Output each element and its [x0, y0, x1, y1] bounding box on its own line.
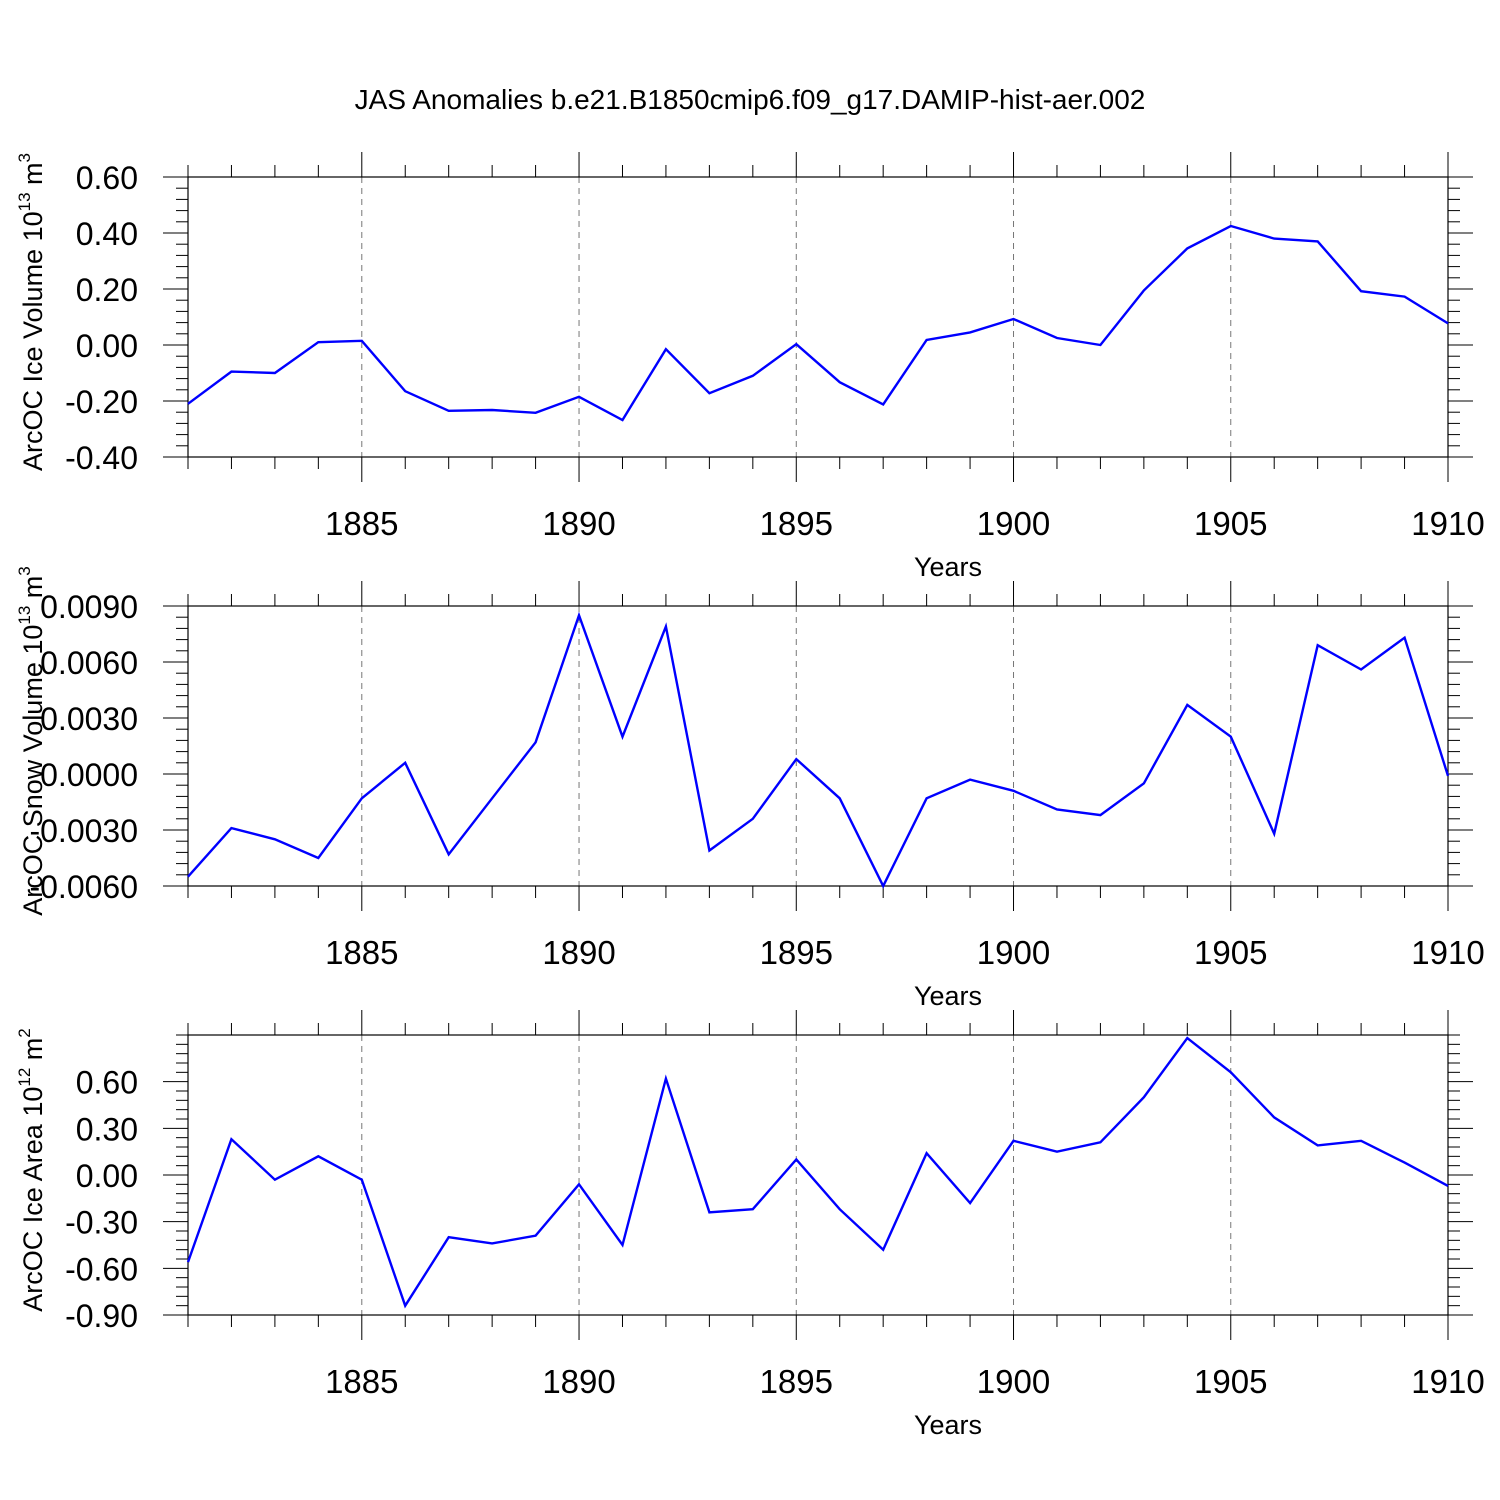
y-axis-title-unit-exponent: 3 [15, 153, 34, 162]
y-tick-label: 0.40 [76, 216, 138, 252]
y-tick-label: 0.0060 [40, 645, 138, 681]
y-tick-label: 0.60 [76, 160, 138, 196]
panel-ice-area: 1885 1890 1895 1900 1905 1910 Years -0.90 -0.60 -… [15, 1010, 1485, 1440]
x-tick-label: 1890 [542, 505, 615, 542]
x-tick-label: 1885 [325, 1363, 398, 1400]
x-tick-label: 1895 [760, 934, 833, 971]
x-tick-label: 1885 [325, 505, 398, 542]
x-tick-label: 1895 [760, 1363, 833, 1400]
y-tick-label: 0.00 [76, 1158, 138, 1194]
x-tick-label: 1900 [977, 1363, 1050, 1400]
y-tick-label: 0.30 [76, 1111, 138, 1147]
plot-frame [187, 176, 1449, 458]
y-tick-label: -0.40 [65, 440, 138, 476]
y-tick-label: -0.30 [65, 1205, 138, 1241]
plot-frame [187, 605, 1449, 887]
x-axis-title: Years [914, 981, 982, 1011]
x-tick-label: 1905 [1194, 934, 1267, 971]
y-axis-title-exponent: 13 [15, 192, 34, 211]
y-axis-title: ArcOC Ice Volume 1013 m3 [15, 153, 48, 471]
y-axis-title-main: ArcOC Ice Volume 10 [18, 211, 48, 471]
x-tick-label: 1910 [1411, 505, 1484, 542]
x-tick-label: 1910 [1411, 934, 1484, 971]
series-line-snow-volume [187, 611, 1450, 889]
y-axis-title-unit: m [18, 1038, 48, 1068]
y-tick-label: 0.0090 [40, 589, 138, 625]
series-line-ice-volume [187, 224, 1449, 422]
x-tick-label: 1900 [977, 505, 1050, 542]
x-tick-label: 1905 [1194, 1363, 1267, 1400]
y-tick-label: -0.60 [65, 1251, 138, 1287]
x-tick-label: 1895 [760, 505, 833, 542]
y-axis-title-main: ArcOC Ice Area 10 [18, 1087, 48, 1312]
y-axis-title-unit-exponent: 3 [15, 566, 34, 575]
y-tick-label: -0.0030 [29, 813, 138, 849]
y-axis-title: ArcOC Snow Volume 1013 m3 [15, 566, 48, 916]
y-axis-title-main: ArcOC Snow Volume 10 [18, 625, 48, 916]
series-line-ice-area [186, 1036, 1449, 1309]
panel-ice-volume: 1885 1890 1895 1900 1905 1910 Years -0.40 -0.20 0… [15, 152, 1485, 582]
y-axis-title-unit: m [18, 576, 48, 606]
x-tick-label: 1910 [1411, 1363, 1484, 1400]
x-axis-title: Years [914, 1410, 982, 1440]
x-tick-label: 1905 [1194, 505, 1267, 542]
x-tick-label: 1900 [977, 934, 1050, 971]
x-tick-label: 1890 [542, 934, 615, 971]
y-axis-title-unit-exponent: 2 [15, 1028, 34, 1037]
y-axis-title: ArcOC Ice Area 1012 m2 [15, 1028, 48, 1312]
panel-snow-volume: 1885 1890 1895 1900 1905 1910 Years -0.0060 -0.0… [15, 566, 1485, 1011]
x-tick-label: 1885 [325, 934, 398, 971]
x-tick-label: 1890 [542, 1363, 615, 1400]
y-tick-label: 0.60 [76, 1065, 138, 1101]
y-tick-label: 0.00 [76, 328, 138, 364]
chart-title: JAS Anomalies b.e21.B1850cmip6.f09_g17.D… [355, 84, 1146, 115]
y-tick-label: -0.20 [65, 384, 138, 420]
y-axis-title-exponent: 12 [15, 1068, 34, 1087]
y-tick-label: 0.0030 [40, 701, 138, 737]
y-axis-title-unit: m [18, 162, 48, 192]
y-tick-label: -0.0060 [29, 869, 138, 905]
y-tick-label: 0.0000 [40, 757, 138, 793]
y-tick-label: -0.90 [65, 1298, 138, 1334]
y-tick-label: 0.20 [76, 272, 138, 308]
y-axis-title-exponent: 13 [15, 606, 34, 625]
x-axis-title: Years [914, 552, 982, 582]
